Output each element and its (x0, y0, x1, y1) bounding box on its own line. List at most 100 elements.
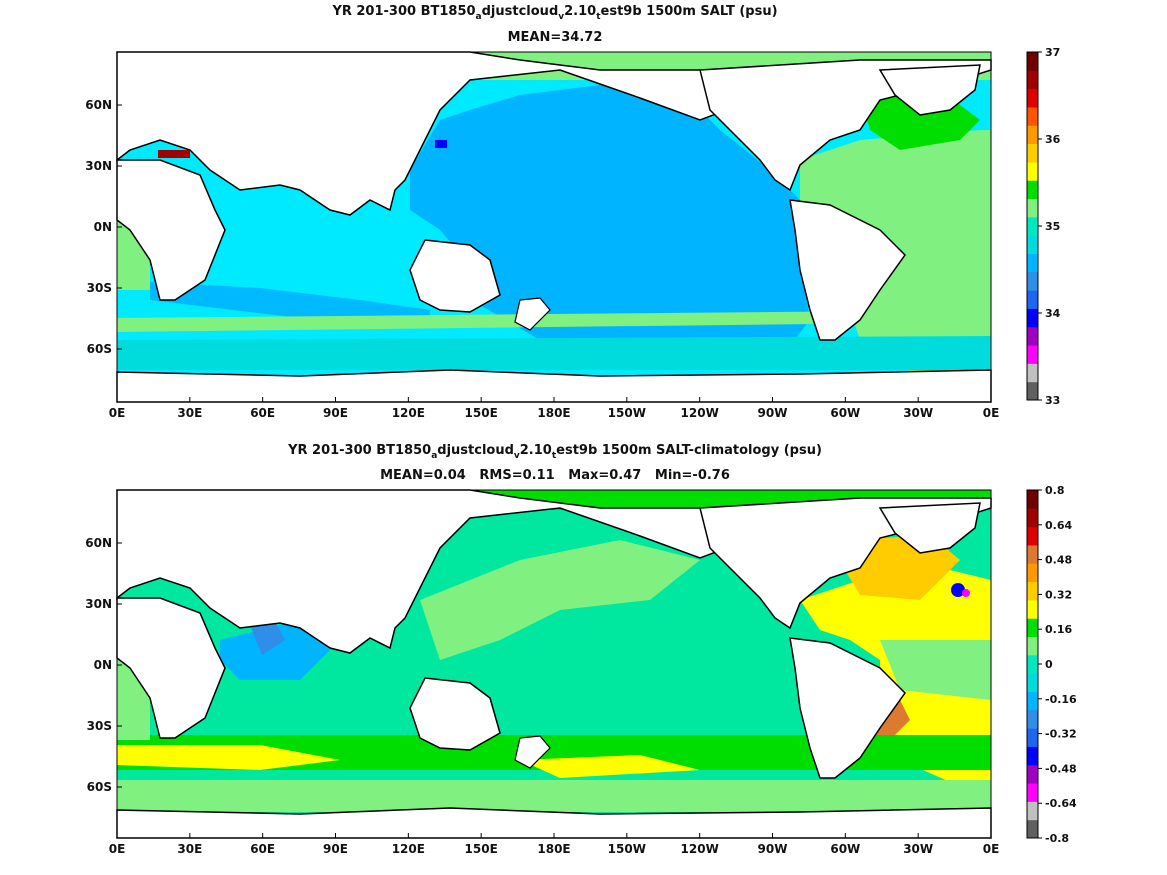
bottom-lon-tick-label: 90E (323, 842, 348, 856)
bottom-colorbar-label: 0.16 (1045, 623, 1072, 636)
top-colorbar: 37 36 35 34 33 (1026, 46, 1061, 407)
bottom-title-sub: t (551, 451, 557, 461)
bottom-title-part: djustcloud (437, 443, 514, 458)
top-colorbar-segment (1027, 308, 1038, 328)
top-colorbar-segment (1027, 70, 1038, 90)
bottom-southern-yellow2 (520, 755, 700, 778)
bottom-lon-tick-label: 60E (250, 842, 275, 856)
top-land-newzealand (514, 297, 551, 331)
top-lon-tick-label: 90E (323, 406, 348, 420)
top-colorbar-label: 36 (1045, 133, 1061, 146)
top-colorbar-label: 35 (1045, 220, 1060, 233)
top-lon-tick-label: 120W (681, 406, 719, 420)
bottom-colorbar-label: -0.8 (1045, 832, 1069, 845)
top-subtitle: MEAN=34.72 (507, 30, 603, 45)
top-colorbar-segment (1027, 161, 1038, 181)
top-title-sub: a (475, 12, 482, 22)
top-lon-tick-label: 0E (109, 406, 126, 420)
top-title-part: djustcloud (481, 4, 559, 19)
bottom-lon-tick-label: 90W (758, 842, 788, 856)
bottom-lon-tick-label: 30W (903, 842, 933, 856)
bottom-lon-tick-label: 0E (109, 842, 126, 856)
top-japan-sea (435, 140, 447, 148)
top-land-australia (409, 239, 501, 313)
bottom-colorbar-segment (1027, 508, 1038, 528)
top-lat-tick-label: 60S (87, 342, 112, 356)
bottom-land-africa (116, 597, 226, 739)
bottom-colorbar-label: 0.64 (1045, 519, 1072, 532)
top-colorbar-segment (1027, 88, 1038, 108)
top-lon-tick-label: 150E (465, 406, 498, 420)
top-title-part: 2.10 (564, 4, 597, 19)
bottom-lon-tick-label: 0E (983, 842, 1000, 856)
top-colorbar-segment (1027, 290, 1038, 309)
top-colorbar-segment (1027, 326, 1038, 346)
bottom-colorbar-segment (1027, 636, 1038, 656)
top-indian-band (150, 282, 430, 322)
top-southern-green (117, 310, 991, 332)
bottom-gulfstream-magenta (962, 589, 970, 597)
bottom-colorbar-segment (1027, 819, 1038, 839)
bottom-colorbar: 0.8 0.64 0.48 0.32 0.16 0 -0.16 -0.32 -0.48 -0.64… (1026, 484, 1077, 845)
top-colorbar-segment (1027, 235, 1038, 254)
top-colorbar-segment (1027, 271, 1038, 291)
bottom-land-samerica (789, 637, 906, 779)
bottom-title-sub: a (431, 451, 438, 461)
top-lat-tick-label: 30N (85, 159, 112, 173)
bottom-atlantic-green (880, 640, 991, 700)
bottom-colorbar-label: -0.16 (1045, 693, 1077, 706)
top-colorbar-segment (1027, 198, 1038, 218)
bottom-colorbar-segment (1027, 544, 1038, 564)
bottom-lon-tick-label: 180E (537, 842, 570, 856)
top-land-greenland (878, 64, 981, 116)
bottom-colorbar-label: -0.48 (1045, 762, 1077, 775)
bottom-colorbar-segment (1027, 490, 1038, 509)
top-colorbar-label: 33 (1045, 394, 1060, 407)
top-lon-tick-label: 30E (177, 406, 202, 420)
bottom-lon-tick-label: 150E (465, 842, 498, 856)
bottom-colorbar-label: 0.48 (1045, 554, 1072, 567)
bottom-colorbar-segment (1027, 746, 1038, 766)
top-colorbar-label: 34 (1045, 307, 1061, 320)
bottom-colorbar-label: 0 (1045, 658, 1053, 671)
bottom-lat-tick-label: 0N (94, 658, 112, 672)
top-colorbar-segment (1027, 106, 1038, 126)
top-southern-cyan (117, 336, 991, 370)
bottom-colorbar-segment (1027, 764, 1038, 784)
top-land-africa (116, 159, 226, 301)
top-colorbar-segment (1027, 363, 1038, 383)
top-map-panel: 60N 30N 0N 30S 60S 0E 30E 60E 90E 120E 150E 180E 15… (85, 46, 1061, 420)
top-colorbar-segment (1027, 216, 1038, 236)
bottom-land-namerica (699, 497, 992, 630)
bottom-gulfstream-blue (951, 583, 965, 597)
top-lat-axis: 60N 30N 0N 30S 60S (85, 98, 122, 356)
bottom-deep-south (117, 780, 991, 812)
bottom-lon-axis: 0E 30E 60E 90E 120E 150E 180E 150W 120W 90W 60W 30W… (109, 833, 1000, 856)
bottom-lon-tick-label: 120W (681, 842, 719, 856)
top-land-samerica (789, 199, 906, 341)
bottom-lat-tick-label: 60N (85, 536, 112, 550)
bottom-colorbar-segment (1027, 654, 1038, 674)
top-lon-tick-label: 0E (983, 406, 1000, 420)
top-lon-axis: 0E 30E 60E 90E 120E 150E 180E 150W 120W 90W 60W 30W… (109, 397, 1000, 420)
top-lat-tick-label: 0N (94, 220, 112, 234)
bottom-pacific-light (420, 540, 700, 660)
bottom-lon-tick-label: 60W (830, 842, 860, 856)
top-lon-tick-label: 120E (392, 406, 425, 420)
top-title-part: YR 201-300 BT1850 (332, 4, 476, 19)
bottom-lat-tick-label: 60S (87, 780, 112, 794)
bottom-colorbar-label: -0.32 (1045, 728, 1077, 741)
top-lon-tick-label: 180E (537, 406, 570, 420)
top-colorbar-segment (1027, 143, 1038, 163)
top-colorbar-segment (1027, 180, 1038, 200)
bottom-colorbar-segment (1027, 599, 1038, 619)
bottom-lat-tick-label: 30S (87, 719, 112, 733)
bottom-lat-tick-label: 30N (85, 597, 112, 611)
bottom-land-australia (409, 677, 501, 751)
top-colorbar-segment (1027, 125, 1038, 145)
bottom-map-panel: 60N 30N 0N 30S 60S 0E 30E 60E 90E 120E 150E 180E 15… (85, 484, 1077, 856)
top-colorbar-segment (1027, 52, 1038, 71)
bottom-subtitle: MEAN=0.04 RMS=0.11 Max=0.47 Min=-0.76 (380, 468, 730, 483)
bottom-lon-tick-label: 120E (392, 842, 425, 856)
top-title: YR 201-300 BT1850adjustcloudv2.10test9b … (0, 4, 1110, 22)
